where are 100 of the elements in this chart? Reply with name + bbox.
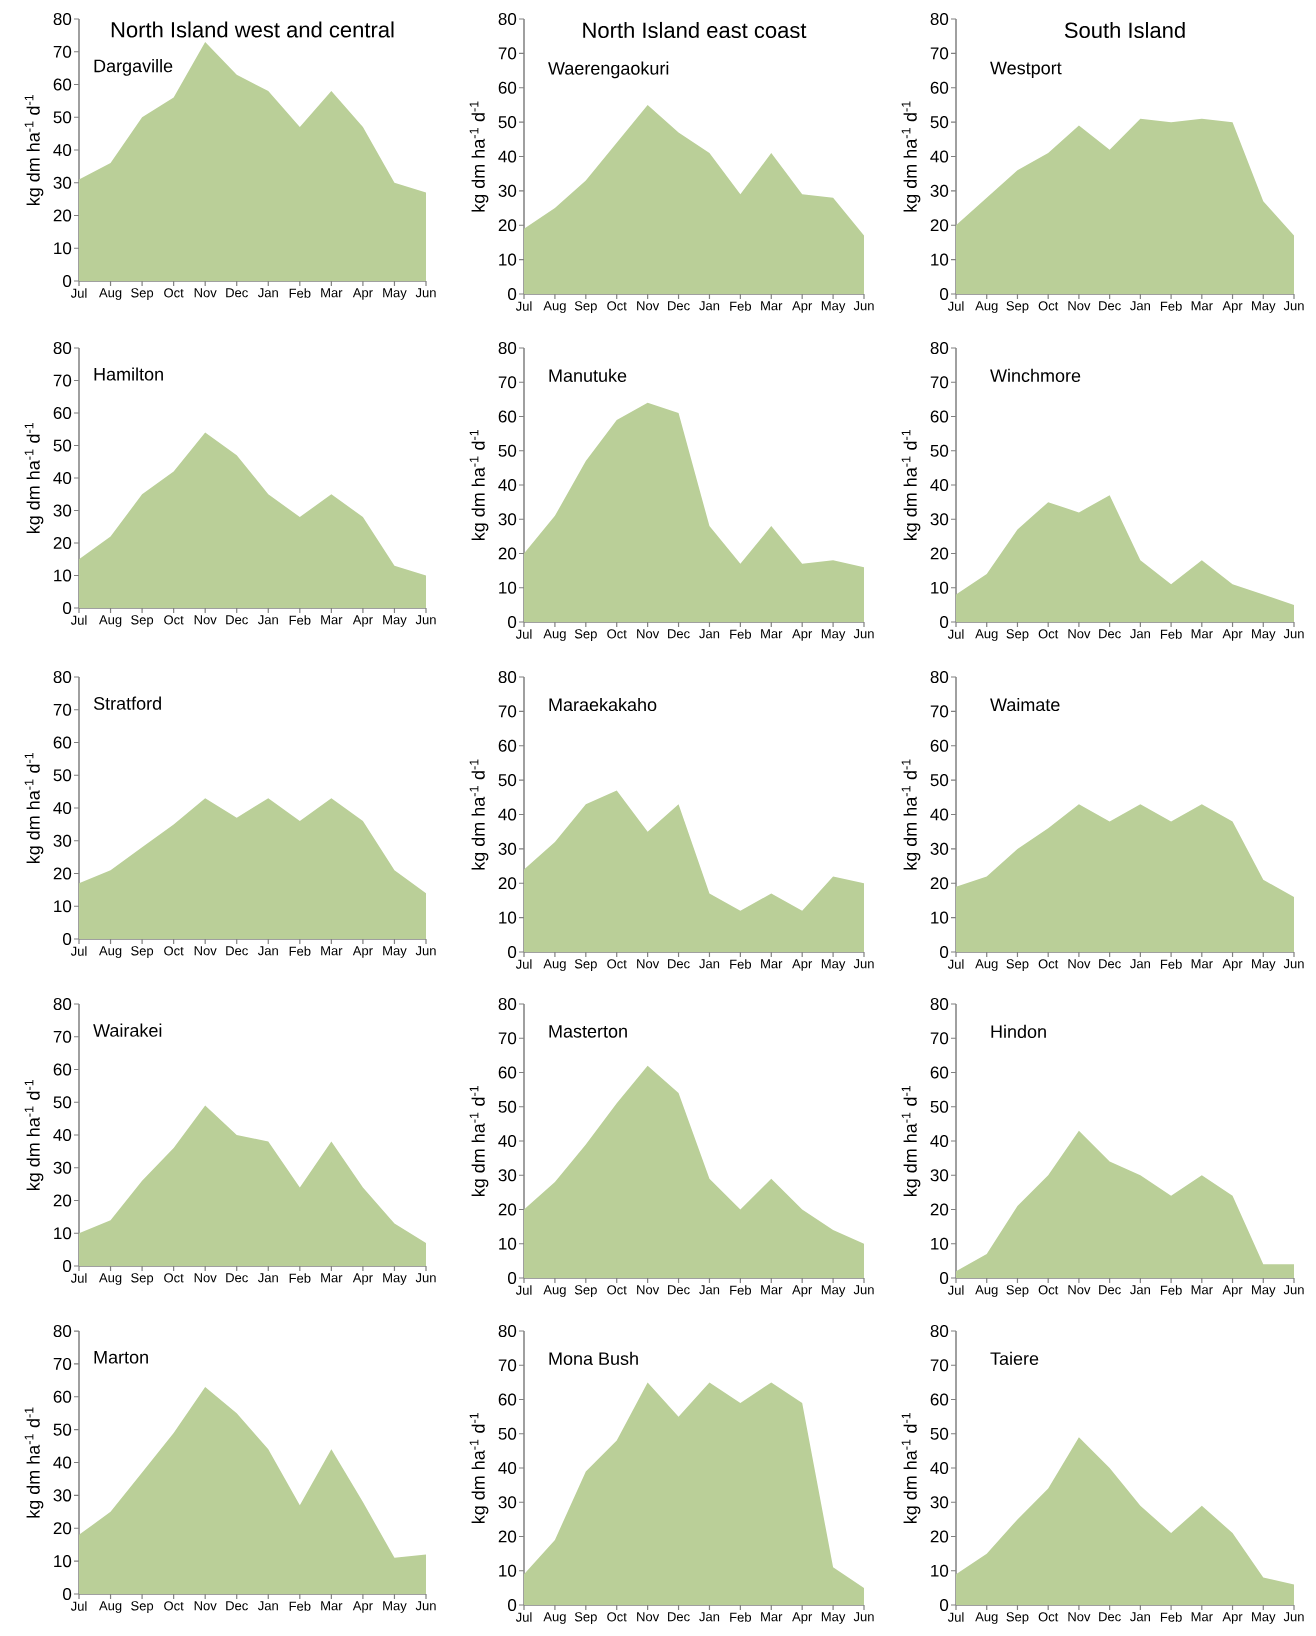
y-tick-label: 20 (930, 877, 949, 890)
y-tick-label: 50 (53, 1423, 72, 1436)
x-tick-label: Dec (226, 288, 248, 298)
y-axis-title: kg dm ha$^{-1}$ d$^{-1}$ (24, 422, 44, 534)
x-tick-label: Nov (194, 615, 217, 625)
x-tick-label: Feb (1160, 959, 1182, 969)
y-tick-label: 50 (498, 444, 517, 457)
y-tick-label: 50 (930, 1427, 949, 1440)
x-tick-label: Sep (131, 288, 154, 300)
x-tick-label: Nov (1068, 959, 1091, 969)
y-tick-label: 70 (930, 705, 949, 718)
x-tick-label: Nov (194, 288, 217, 298)
y-tick-label: 20 (53, 536, 72, 550)
y-tick-label: 60 (498, 81, 517, 94)
x-tick-label: Nov (194, 1273, 217, 1283)
x-tick-label: Mar (761, 629, 783, 639)
y-tick-label: 50 (53, 1096, 72, 1109)
x-tick-label: Jun (1283, 1612, 1304, 1622)
y-tick-label: 10 (54, 900, 72, 913)
x-tick-label: Sep (1006, 1285, 1029, 1297)
x-tick-label: Aug (543, 1285, 566, 1297)
text: Stratford (93, 696, 161, 710)
x-tick-label: Feb (730, 959, 752, 969)
y-tick-label: 80 (498, 1324, 517, 1338)
x-tick-label: Apr (1222, 1285, 1243, 1297)
x-tick-label: May (1252, 1612, 1276, 1624)
x-tick-label: Apr (1222, 1612, 1243, 1624)
y-tick-label: 70 (498, 1359, 517, 1372)
x-tick-label: Jun (853, 1612, 874, 1622)
y-axis-title: kg dm ha$^{-1}$ d$^{-1}$ (901, 429, 921, 541)
x-tick-label: Apr (352, 1601, 373, 1613)
x-tick-label: Jul (70, 288, 87, 298)
x-tick-label: Jul (70, 946, 87, 956)
x-tick-label: Jul (947, 959, 964, 969)
x-tick-label: Nov (637, 1612, 660, 1622)
y-tick-label: 50 (498, 1427, 517, 1440)
text: Wairakei (93, 1023, 162, 1037)
x-tick-label: Jun (1283, 959, 1304, 969)
y-tick-label: 80 (930, 670, 949, 684)
y-tick-label: 50 (498, 774, 517, 787)
x-tick-label: Jun (853, 1285, 874, 1295)
x-tick-label: Dec (1099, 959, 1121, 969)
x-tick-label: Mar (321, 946, 343, 956)
y-tick-label: 20 (498, 1203, 517, 1216)
y-tick-label: 10 (54, 242, 72, 255)
x-tick-label: Jul (515, 301, 532, 311)
y-axis-title: kg dm ha$^{-1}$ d$^{-1}$ (901, 1412, 921, 1524)
x-tick-label: Mar (761, 1612, 783, 1622)
x-tick-label: May (821, 301, 846, 313)
x-tick-label: Jun (853, 301, 874, 311)
y-tick-label: 10 (54, 1555, 72, 1568)
x-tick-label: Mar (1191, 1285, 1213, 1295)
y-tick-label: 70 (498, 1032, 517, 1045)
y-tick-label: 40 (498, 808, 517, 821)
x-tick-label: Nov (194, 946, 217, 956)
x-tick-label: May (821, 629, 846, 641)
x-tick-label: May (1252, 1285, 1276, 1297)
x-tick-label: Dec (1099, 1285, 1121, 1295)
x-tick-label: Jan (258, 1273, 278, 1283)
x-tick-label: Jan (258, 288, 278, 298)
y-tick-label: 30 (498, 184, 517, 197)
chart-title: South Island (1064, 21, 1185, 39)
y-tick-label: 60 (53, 1063, 72, 1076)
y-tick-label: 20 (498, 1530, 517, 1543)
x-tick-label: Jan (699, 1612, 720, 1622)
x-tick-label: Mar (321, 288, 343, 298)
x-tick-label: Sep (131, 946, 154, 958)
x-tick-label: Jan (1130, 301, 1150, 311)
x-tick-label: Dec (668, 959, 690, 969)
y-tick-label: 40 (53, 1128, 72, 1142)
y-tick-label: 50 (498, 1100, 517, 1113)
x-tick-label: Dec (226, 1601, 248, 1611)
y-tick-label: 70 (53, 1357, 72, 1370)
x-tick-label: Jan (1130, 1285, 1150, 1295)
y-tick-label: 0 (940, 1598, 949, 1612)
y-tick-label: 30 (53, 176, 72, 189)
x-tick-label: Sep (1006, 301, 1029, 313)
x-tick-label: Aug (99, 946, 122, 958)
x-tick-label: Oct (1038, 301, 1059, 311)
y-tick-label: 80 (498, 670, 517, 684)
y-tick-label: 10 (931, 1237, 949, 1250)
x-tick-label: Jul (70, 615, 87, 625)
x-tick-label: Apr (792, 1285, 813, 1297)
y-tick-label: 40 (53, 1456, 72, 1469)
x-tick-label: Jun (415, 615, 436, 625)
y-axis-title: kg dm ha$^{-1}$ d$^{-1}$ (469, 101, 489, 212)
y-axis-title: kg dm ha$^{-1}$ d$^{-1}$ (469, 1412, 489, 1524)
y-tick-label: 80 (498, 341, 517, 355)
x-tick-label: May (821, 1285, 846, 1297)
x-tick-label: Aug (975, 959, 998, 971)
text: Taiere (990, 1351, 1039, 1366)
y-tick-label: 60 (498, 739, 517, 752)
y-tick-label: 20 (930, 547, 949, 560)
x-tick-label: Feb (289, 288, 311, 298)
x-tick-label: Oct (607, 959, 627, 969)
x-tick-label: Jan (699, 959, 720, 969)
x-tick-label: Oct (1038, 629, 1059, 639)
y-tick-label: 0 (508, 287, 517, 301)
y-tick-label: 10 (499, 1237, 517, 1250)
x-tick-label: Nov (637, 629, 660, 639)
